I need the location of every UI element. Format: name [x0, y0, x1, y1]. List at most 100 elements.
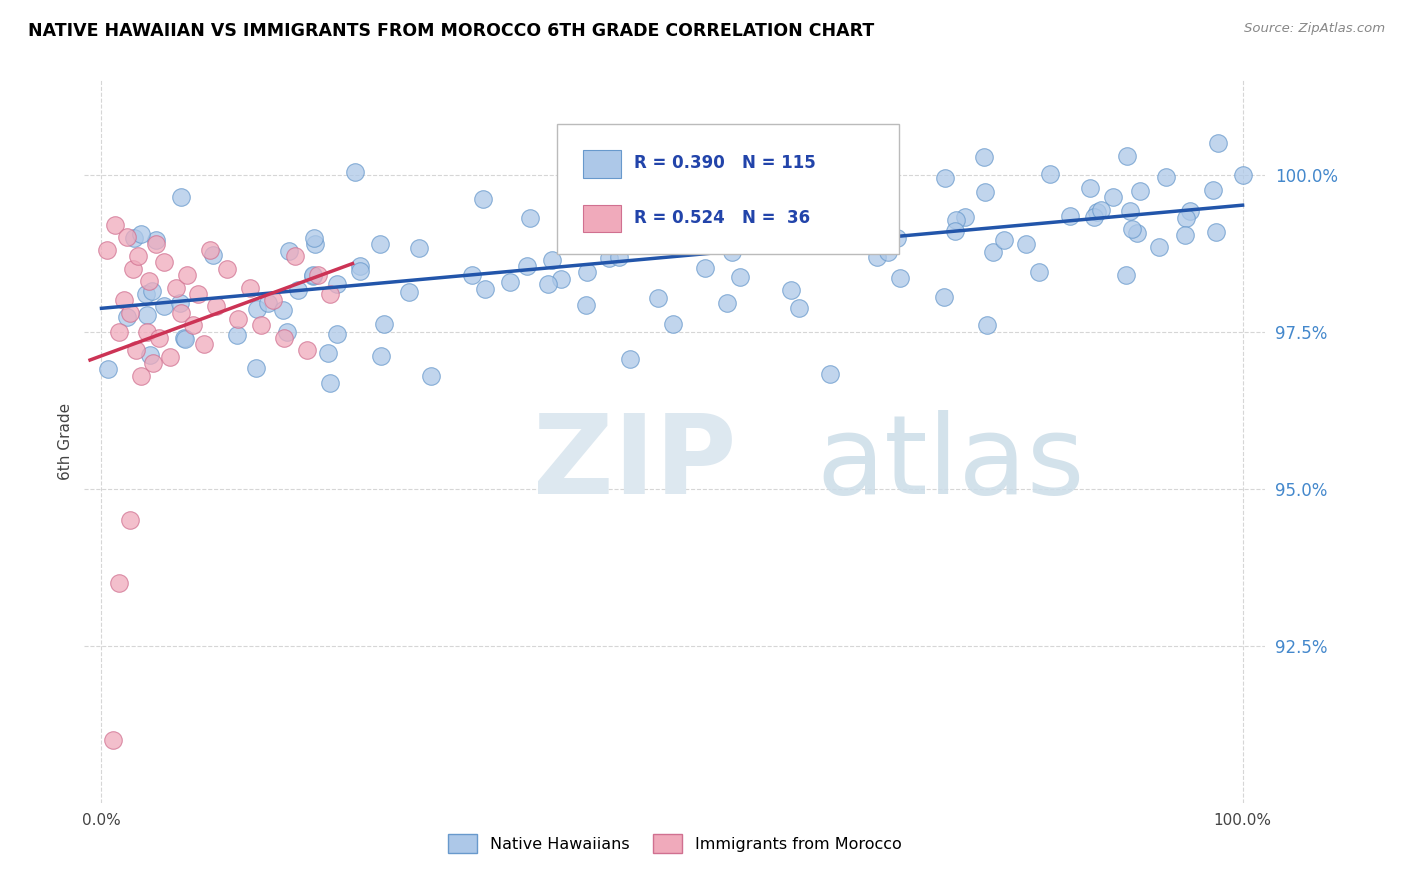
Point	[239, 280, 262, 294]
Point	[107, 575, 129, 590]
Point	[97, 361, 120, 376]
Point	[170, 306, 193, 320]
Point	[326, 326, 349, 341]
Point	[598, 251, 620, 265]
Point	[664, 176, 686, 190]
Point	[474, 282, 496, 296]
Point	[153, 299, 176, 313]
Text: NATIVE HAWAIIAN VS IMMIGRANTS FROM MOROCCO 6TH GRADE CORRELATION CHART: NATIVE HAWAIIAN VS IMMIGRANTS FROM MOROC…	[28, 22, 875, 40]
Point	[302, 268, 325, 282]
FancyBboxPatch shape	[557, 124, 900, 253]
Legend: Native Hawaiians, Immigrants from Morocco: Native Hawaiians, Immigrants from Morocc…	[441, 828, 908, 860]
Point	[943, 224, 966, 238]
Point	[1059, 209, 1081, 223]
Point	[516, 259, 538, 273]
Point	[499, 275, 522, 289]
Point	[973, 185, 995, 199]
Point	[866, 250, 889, 264]
Point	[304, 237, 326, 252]
Point	[104, 218, 127, 232]
Point	[278, 244, 301, 258]
Point	[145, 236, 167, 251]
Point	[246, 302, 269, 317]
Point	[862, 233, 884, 247]
Point	[159, 350, 181, 364]
Point	[129, 227, 152, 241]
Point	[136, 325, 159, 339]
Text: atlas: atlas	[817, 409, 1085, 516]
Point	[1090, 202, 1112, 217]
Point	[173, 331, 195, 345]
Text: Source: ZipAtlas.com: Source: ZipAtlas.com	[1244, 22, 1385, 36]
Bar	[582, 204, 620, 232]
Point	[302, 231, 325, 245]
Point	[307, 268, 329, 282]
Point	[541, 253, 564, 268]
Point	[662, 317, 685, 331]
Point	[779, 283, 801, 297]
Point	[204, 300, 226, 314]
Point	[1115, 268, 1137, 283]
Point	[1174, 227, 1197, 242]
Point	[125, 343, 148, 358]
Point	[716, 295, 738, 310]
Point	[318, 286, 340, 301]
Point	[787, 301, 810, 315]
Point	[153, 255, 176, 269]
Point	[876, 238, 898, 252]
Point	[1101, 190, 1123, 204]
Point	[370, 236, 392, 251]
Point	[638, 169, 661, 184]
Point	[319, 376, 342, 390]
Point	[877, 244, 900, 259]
Point	[295, 343, 318, 358]
Point	[420, 369, 443, 384]
Point	[122, 261, 145, 276]
Point	[135, 308, 157, 322]
Point	[818, 367, 841, 381]
Point	[165, 280, 187, 294]
Point	[316, 346, 339, 360]
Point	[647, 232, 669, 246]
Point	[981, 244, 1004, 259]
Point	[107, 325, 129, 339]
Point	[139, 348, 162, 362]
Point	[647, 291, 669, 305]
Point	[284, 249, 307, 263]
Point	[472, 192, 495, 206]
Point	[1039, 167, 1062, 181]
Point	[287, 283, 309, 297]
Point	[973, 150, 995, 164]
Point	[1147, 240, 1170, 254]
Point	[519, 211, 541, 225]
Point	[169, 295, 191, 310]
Point	[115, 230, 138, 244]
Point	[118, 306, 141, 320]
Point	[408, 241, 430, 255]
Point	[934, 170, 956, 185]
Point	[1085, 205, 1108, 219]
Point	[934, 289, 956, 303]
Point	[187, 286, 209, 301]
Point	[575, 298, 598, 312]
Point	[349, 264, 371, 278]
Point	[142, 356, 165, 370]
Point	[730, 269, 752, 284]
Point	[118, 513, 141, 527]
Point	[1202, 183, 1225, 197]
Point	[619, 352, 641, 367]
Point	[138, 274, 160, 288]
Point	[993, 233, 1015, 247]
Point	[1174, 211, 1197, 225]
Point	[1178, 203, 1201, 218]
Point	[886, 231, 908, 245]
Point	[349, 259, 371, 273]
Point	[610, 177, 633, 191]
Point	[1078, 180, 1101, 194]
Point	[1083, 210, 1105, 224]
Point	[461, 268, 484, 283]
Point	[326, 277, 349, 292]
Point	[228, 312, 250, 326]
Point	[575, 265, 598, 279]
Point	[666, 180, 689, 194]
